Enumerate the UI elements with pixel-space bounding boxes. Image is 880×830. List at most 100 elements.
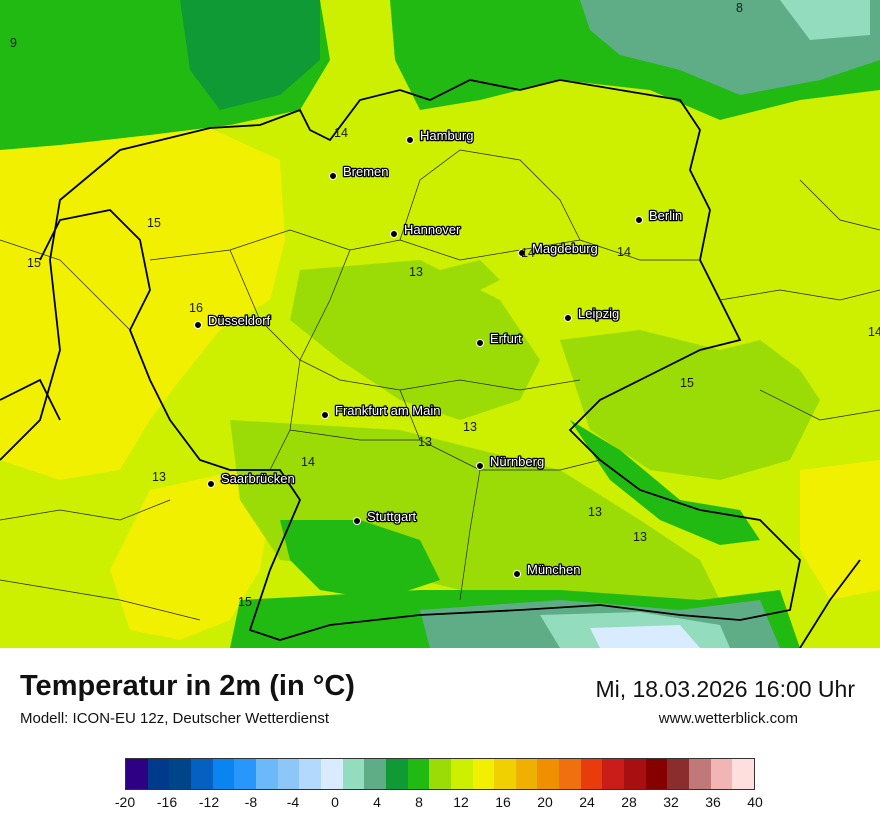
colorbar-swatch: [472, 759, 495, 789]
colorbar-tick-label: -12: [198, 794, 220, 810]
isotherm-label: 13: [463, 420, 477, 434]
city-magdeburg[interactable]: Magdeburg: [518, 240, 599, 257]
forecast-datetime: Mi, 18.03.2026 16:00 Uhr: [595, 676, 855, 702]
colorbar-swatch: [299, 759, 321, 789]
colorbar-tick-label: 36: [705, 794, 721, 810]
svg-text:Erfurt: Erfurt: [490, 331, 522, 346]
colorbar-swatch: [624, 759, 646, 789]
colorbar-tick-label: 28: [621, 794, 637, 810]
city-saarbruecken[interactable]: Saarbrücken: [207, 470, 296, 488]
city-muenchen[interactable]: München: [513, 561, 582, 578]
svg-text:München: München: [527, 562, 580, 577]
colorbar-tick-label: 4: [373, 794, 381, 810]
isotherm-label: 16: [189, 301, 203, 315]
colorbar-swatch: [407, 759, 430, 789]
map-canvas: Hamburg Bremen Hannover Berlin Magdeburg…: [0, 0, 880, 648]
colorbar-swatch: [450, 759, 473, 789]
colorbar-swatch: [255, 759, 278, 789]
isotherm-label: 15: [27, 256, 41, 270]
isotherm-label: 15: [238, 595, 252, 609]
colorbar-swatch: [147, 759, 170, 789]
isotherm-label: 13: [633, 530, 647, 544]
sea-northwest-core: [180, 0, 320, 110]
colorbar-swatch: [689, 759, 711, 789]
svg-text:Hamburg: Hamburg: [420, 128, 473, 143]
svg-text:Frankfurt am Main: Frankfurt am Main: [335, 403, 440, 418]
colorbar-tick-label: -8: [244, 794, 258, 810]
colorbar-swatch: [580, 759, 603, 789]
warm-area-southwest: [110, 470, 270, 640]
svg-text:Düsseldorf: Düsseldorf: [208, 313, 271, 328]
temperature-colorbar: [125, 758, 755, 790]
colorbar-swatch: [342, 759, 365, 789]
colorbar-swatch: [710, 759, 733, 789]
isotherm-label: 14: [521, 246, 535, 260]
colorbar-swatch: [494, 759, 516, 789]
cool-area-east-mountains: [560, 330, 820, 480]
city-nuernberg[interactable]: Nürnberg: [476, 453, 546, 470]
svg-text:Stuttgart: Stuttgart: [367, 509, 417, 524]
isotherm-label: 15: [147, 216, 161, 230]
isotherm-label: 14: [868, 325, 880, 339]
svg-text:Nürnberg: Nürnberg: [490, 454, 544, 469]
isotherm-label: 15: [680, 376, 694, 390]
temperature-map[interactable]: Hamburg Bremen Hannover Berlin Magdeburg…: [0, 0, 880, 648]
cool-area-east-mountains-core: [570, 420, 760, 545]
colorbar-tick-label: -20: [114, 794, 136, 810]
city-stuttgart[interactable]: Stuttgart: [353, 508, 418, 525]
sea-baltic-cold: [780, 0, 870, 40]
isotherm-label: 14: [301, 455, 315, 469]
colorbar-swatch: [234, 759, 256, 789]
colorbar-swatch: [559, 759, 581, 789]
colorbar-tick-label: -4: [286, 794, 300, 810]
city-markers: Hamburg Bremen Hannover Berlin Magdeburg…: [194, 127, 684, 578]
isotherm-label: 13: [418, 435, 432, 449]
svg-text:Hannover: Hannover: [404, 222, 461, 237]
website-link[interactable]: www.wetterblick.com: [658, 710, 798, 727]
svg-text:Bremen: Bremen: [343, 164, 389, 179]
colorbar-tick-label: 24: [579, 794, 595, 810]
isotherm-label: 8: [736, 1, 743, 15]
colorbar-tick-label: 0: [331, 794, 339, 810]
city-hamburg[interactable]: Hamburg: [406, 127, 475, 144]
colorbar-tick-label: 20: [537, 794, 553, 810]
isotherm-label: 9: [10, 36, 17, 50]
isotherm-label: 14: [617, 245, 631, 259]
city-frankfurt[interactable]: Frankfurt am Main: [321, 402, 442, 419]
colorbar-swatch: [126, 759, 148, 789]
colorbar-swatch: [537, 759, 560, 789]
colorbar-swatch: [645, 759, 668, 789]
borders: [0, 79, 861, 648]
city-leipzig[interactable]: Leipzig: [564, 305, 621, 322]
isotherm-label: 13: [588, 505, 602, 519]
colorbar-swatch: [190, 759, 213, 789]
svg-text:Berlin: Berlin: [649, 208, 682, 223]
city-duesseldorf[interactable]: Düsseldorf: [194, 312, 272, 329]
colorbar-swatch: [602, 759, 625, 789]
colorbar-tick-label: 12: [453, 794, 469, 810]
cool-area-harz: [440, 260, 500, 295]
colorbar-swatch: [732, 759, 755, 789]
svg-text:Leipzig: Leipzig: [578, 306, 619, 321]
colorbar-tick-label: 8: [415, 794, 423, 810]
colorbar-swatch: [385, 759, 408, 789]
cool-area-blackforest: [280, 520, 440, 600]
map-footer: Temperatur in 2m (in °C) Modell: ICON-EU…: [0, 648, 880, 830]
colorbar-swatch: [212, 759, 235, 789]
colorbar-swatch: [667, 759, 690, 789]
freezing-area-alps: [590, 625, 700, 648]
state-lines: [0, 149, 880, 621]
colorbar-swatch: [169, 759, 191, 789]
model-info: Modell: ICON-EU 12z, Deutscher Wetterdie…: [20, 710, 330, 727]
city-erfurt[interactable]: Erfurt: [476, 330, 523, 347]
colorbar-swatch: [429, 759, 451, 789]
colorbar-swatch: [515, 759, 538, 789]
isotherm-labels: 9 14 15 15 16 13 14 14 15 13 13 14 13 13…: [10, 1, 880, 609]
isotherm-label: 13: [152, 470, 166, 484]
colorbar-swatch: [320, 759, 343, 789]
warm-area-southeast: [800, 460, 880, 600]
city-berlin[interactable]: Berlin: [635, 207, 684, 224]
svg-text:Saarbrücken: Saarbrücken: [221, 471, 295, 486]
city-bremen[interactable]: Bremen: [329, 163, 390, 180]
city-hannover[interactable]: Hannover: [390, 221, 462, 238]
